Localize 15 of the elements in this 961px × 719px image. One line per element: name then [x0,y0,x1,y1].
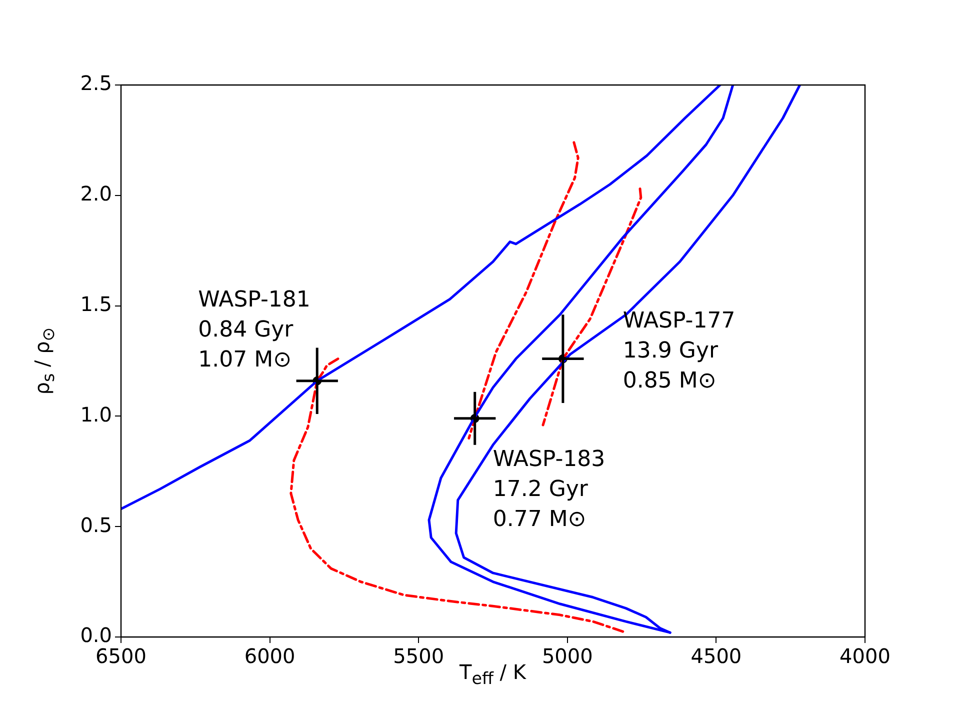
y-tick-label: 1.0 [80,402,112,426]
y-tick-label: 1.5 [80,292,112,316]
y-tick-label: 2.0 [80,182,112,206]
x-tick-label: 5500 [393,644,444,668]
annotation: WASP-177 13.9 Gyr 0.85 M⊙ [622,308,736,394]
y-tick-label: 0.5 [80,512,112,537]
line-series [468,141,580,440]
x-tick-label: 5000 [542,644,593,668]
x-tick-label: 4000 [840,644,890,668]
annotation: WASP-183 17.2 Gyr 0.77 M⊙ [492,447,606,532]
annotation: WASP-181 0.84 Gyr 1.07 M⊙ [198,288,310,373]
x-tick-label: 6000 [244,644,296,668]
x-tick-label: 4500 [690,644,742,668]
y-tick-label: 2.5 [80,71,112,96]
x-axis-title: T$_{eff}$ / K [460,660,526,688]
